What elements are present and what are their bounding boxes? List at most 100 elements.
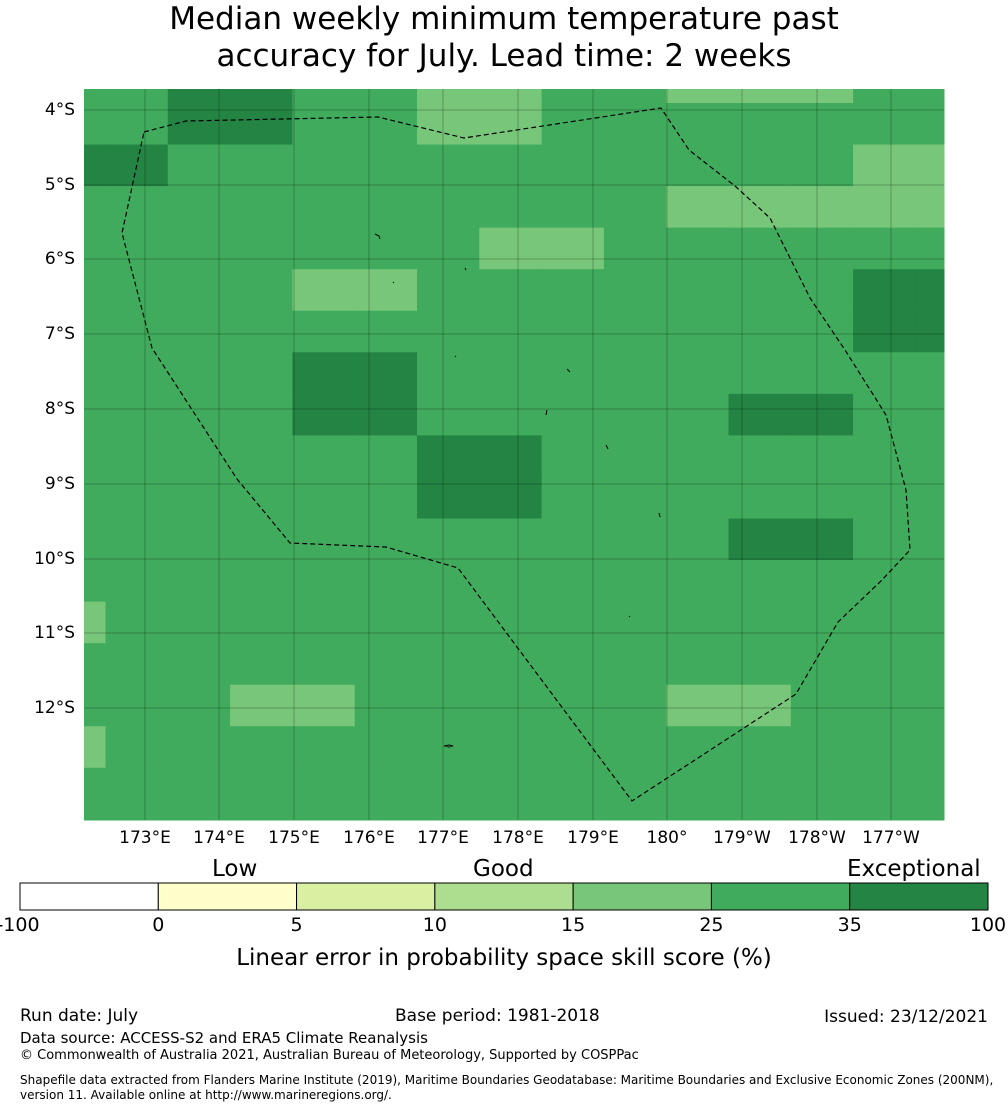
grid-cell <box>167 352 231 395</box>
grid-cell <box>417 269 480 312</box>
grid-cell <box>790 89 854 104</box>
grid-cell <box>603 352 667 395</box>
grid-cell <box>479 227 543 270</box>
grid-cell <box>105 643 169 686</box>
grid-cell <box>479 726 543 769</box>
longitude-label: 173°E <box>119 828 171 848</box>
latitude-label: 11°S <box>34 623 75 643</box>
colorbar-tick-label: 35 <box>837 914 862 936</box>
grid-cell <box>915 310 945 353</box>
longitude-label: 174°E <box>193 828 245 848</box>
grid-cell <box>790 227 854 270</box>
grid-cell <box>105 103 169 146</box>
grid-cell <box>417 643 480 686</box>
grid-cell <box>84 352 106 395</box>
grid-cell <box>354 144 418 187</box>
grid-cell <box>84 269 106 312</box>
grid-cell <box>728 518 792 561</box>
grid-cell <box>853 476 916 519</box>
grid-cell <box>292 560 356 603</box>
grid-cell <box>853 144 916 187</box>
grid-cell <box>292 476 356 519</box>
grid-cell <box>292 643 356 686</box>
island-4 <box>454 355 457 358</box>
grid-cell <box>167 393 231 436</box>
grid-cell <box>84 601 106 644</box>
grid-cell <box>354 269 418 312</box>
grid-cell <box>853 89 916 104</box>
grid-cell <box>167 144 231 187</box>
grid-cell <box>230 393 293 436</box>
grid-cell <box>603 89 667 104</box>
grid-cell <box>417 435 480 478</box>
grid-cell <box>915 269 945 312</box>
issued-date: Issued: 23/12/2021 <box>824 1007 988 1027</box>
grid-cell <box>853 684 916 727</box>
grid-cell <box>915 103 945 146</box>
grid-cell <box>417 186 480 229</box>
grid-cell <box>728 269 792 312</box>
grid-cell <box>84 684 106 727</box>
grid-cell <box>603 601 667 644</box>
longitude-label: 175°E <box>268 828 320 848</box>
grid-cell <box>292 393 356 436</box>
grid-cells <box>84 89 945 821</box>
grid-cell <box>915 601 945 644</box>
island-10 <box>443 744 454 748</box>
island-7 <box>605 444 609 450</box>
latitude-label: 4°S <box>44 100 75 120</box>
grid-cell <box>105 89 169 104</box>
grid-cell <box>292 144 356 187</box>
grid-cell <box>354 684 418 727</box>
grid-cell <box>167 643 231 686</box>
grid-cell <box>105 227 169 270</box>
grid-cell <box>790 726 854 769</box>
grid-cell <box>853 767 916 821</box>
grid-cell <box>417 560 480 603</box>
grid-cell <box>84 726 106 769</box>
grid-cell <box>603 269 667 312</box>
grid-cell <box>417 352 480 395</box>
grid-cell <box>915 89 945 104</box>
grid-cell <box>728 310 792 353</box>
grid-cell <box>915 227 945 270</box>
grid-cell <box>230 560 293 603</box>
grid-cell <box>230 726 293 769</box>
grid-cell <box>603 103 667 146</box>
grid-cell <box>230 352 293 395</box>
latitude-label: 6°S <box>44 249 75 269</box>
colorbar-segment <box>849 882 989 911</box>
grid-cell <box>603 227 667 270</box>
grid-cell <box>292 684 356 727</box>
grid-cell <box>230 476 293 519</box>
grid-cell <box>790 767 854 821</box>
grid-cell <box>230 601 293 644</box>
data-source: Data source: ACCESS-S2 and ERA5 Climate … <box>20 1029 428 1047</box>
grid-cell <box>84 310 106 353</box>
island-8 <box>658 512 661 518</box>
grid-cell <box>479 352 543 395</box>
grid-cell <box>790 144 854 187</box>
grid-cell <box>84 186 106 229</box>
grid-cell <box>728 352 792 395</box>
grid-cell <box>292 310 356 353</box>
grid-cell <box>479 476 543 519</box>
grid-cell <box>790 393 854 436</box>
grid-cell <box>417 601 480 644</box>
longitude-label: 179°E <box>567 828 619 848</box>
grid-cell <box>354 560 418 603</box>
latitude-label: 7°S <box>44 324 75 344</box>
grid-cell <box>603 476 667 519</box>
grid-cell <box>790 601 854 644</box>
colorbar-tick-label: 15 <box>561 914 586 936</box>
grid-cell <box>541 103 605 146</box>
grid-cell <box>790 103 854 146</box>
colorbar-segment <box>572 882 712 911</box>
grid-cell <box>354 227 418 270</box>
colorbar <box>19 882 989 911</box>
grid-cell <box>84 103 106 146</box>
grid-cell <box>84 476 106 519</box>
grid-cell <box>479 767 543 821</box>
grid-cell <box>417 684 480 727</box>
copyright: © Commonwealth of Australia 2021, Austra… <box>20 1048 639 1063</box>
